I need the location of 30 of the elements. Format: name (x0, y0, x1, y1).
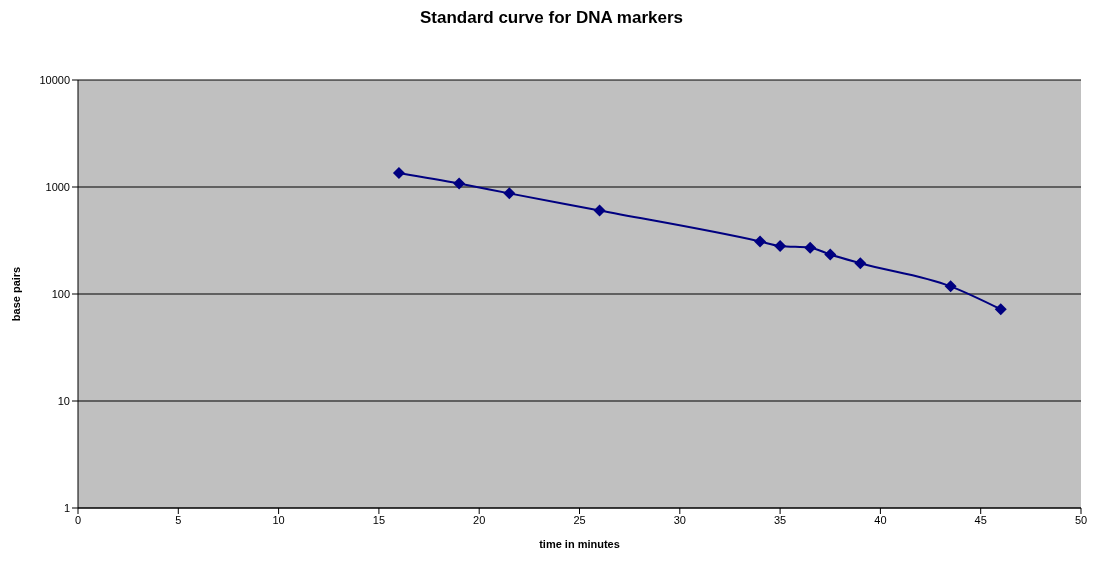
point (453, 177, 466, 190)
x-tick-label: 0 (74, 513, 82, 526)
point (994, 303, 1007, 316)
y-axis-title: base pairs (9, 266, 22, 322)
x-tick-label: 45 (974, 513, 987, 526)
point (944, 280, 957, 293)
x-tick-label: 35 (773, 513, 787, 526)
x-tick-label: 15 (372, 513, 386, 526)
y-tick-label: 10 (57, 394, 70, 407)
point (392, 166, 405, 179)
x-tick-label: 40 (874, 513, 887, 526)
x-tick-label: 20 (473, 513, 486, 526)
y-tick-label: 10000 (39, 73, 70, 86)
y-tick-label: 1 (63, 501, 70, 514)
x-tick-label: 25 (573, 513, 586, 526)
y-tick-label: 100 (51, 287, 70, 300)
x-axis-title: time in minutes (539, 538, 620, 550)
point (503, 187, 516, 200)
y-tick-label: 1000 (45, 180, 70, 193)
point (854, 257, 867, 270)
point (593, 204, 606, 217)
point (774, 239, 787, 252)
x-tick-label: 30 (673, 513, 686, 526)
x-tick-label: 10 (272, 513, 285, 526)
chart-title: Standard curve for DNA markers (419, 8, 684, 29)
point (824, 248, 837, 261)
x-tick-label: 50 (1074, 513, 1088, 526)
x-tick-label: 5 (175, 513, 182, 526)
point (754, 235, 767, 248)
point (804, 241, 817, 254)
